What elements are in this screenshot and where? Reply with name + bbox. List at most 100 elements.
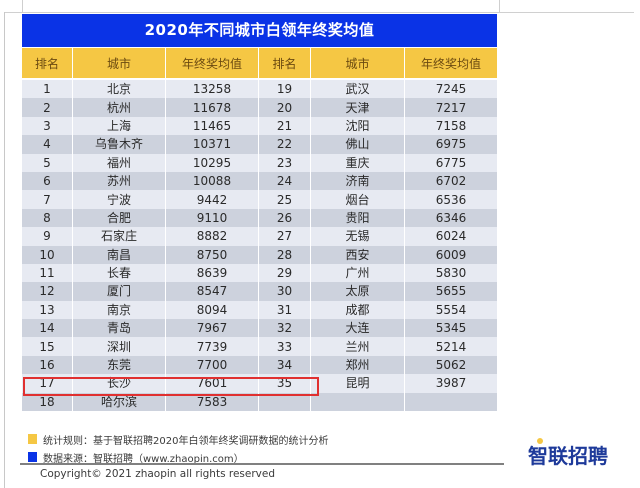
header-value: 年终奖均值 [166,48,258,80]
cell-rank-2: 19 [259,80,310,99]
header-city-2: 城市 [311,48,404,80]
cell-rank-2: 26 [259,208,310,228]
cell-value-2: 5655 [405,282,497,301]
cell-value-2 [405,392,497,412]
table-row: 9 石家庄 8882 27 无锡 6024 [22,227,497,246]
cell-value-2: 6775 [405,153,497,172]
cell-rank: 15 [22,337,72,356]
cell-rank: 8 [22,208,72,228]
cell-value: 8639 [166,263,258,283]
cell-value-2: 7217 [405,98,497,117]
cell-rank: 4 [22,135,72,154]
table-row: 16 东莞 7700 34 郑州 5062 [22,355,497,375]
footer-separator [20,463,504,465]
blue-square-icon [28,452,37,462]
cell-rank: 7 [22,190,72,209]
cell-rank: 12 [22,282,72,301]
cell-city-2: 郑州 [311,355,404,375]
rule-text: 统计规则：基于智联招聘2020年白领年终奖调研数据的统计分析 [43,435,329,447]
cell-city: 宁波 [73,190,165,209]
table-row: 14 青岛 7967 32 大连 5345 [22,319,497,338]
cell-value-2: 7158 [405,116,497,136]
cell-rank: 14 [22,319,72,338]
cell-rank: 3 [22,116,72,136]
cell-city-2: 太原 [311,282,404,301]
header-rank-2: 排名 [259,48,310,80]
cell-city: 福州 [73,153,165,172]
cell-rank: 16 [22,355,72,375]
cell-value: 10371 [166,135,258,154]
cell-rank: 1 [22,80,72,99]
cell-city: 长春 [73,263,165,283]
cell-value: 9442 [166,190,258,209]
cell-city: 上海 [73,116,165,136]
cell-value: 10088 [166,171,258,191]
cell-city: 南昌 [73,245,165,264]
header-value-2: 年终奖均值 [405,48,497,80]
cell-value-2: 5830 [405,263,497,283]
cell-city-2: 无锡 [311,227,404,246]
cell-value-2: 6536 [405,190,497,209]
table-row: 2 杭州 11678 20 天津 7217 [22,98,497,117]
cell-value: 13258 [166,80,258,99]
table-row: 12 厦门 8547 30 太原 5655 [22,282,497,301]
cell-value: 8882 [166,227,258,246]
cell-value: 8094 [166,300,258,320]
cell-city-2 [311,392,404,412]
cell-city-2: 贵阳 [311,208,404,228]
header-city: 城市 [73,48,165,80]
cell-rank-2: 31 [259,300,310,320]
cell-value: 7739 [166,337,258,356]
cell-city: 北京 [73,80,165,99]
cell-city-2: 重庆 [311,153,404,172]
legend-rule: 统计规则：基于智联招聘2020年白领年终奖调研数据的统计分析 [28,430,328,448]
table-title: 2020年不同城市白领年终奖均值 [22,14,497,47]
source-text: 数据来源：智联招聘（www.zhaopin.com） [43,453,244,465]
cell-city-2: 兰州 [311,337,404,356]
header-row: 排名 城市 年终奖均值 排名 城市 年终奖均值 [22,48,497,80]
frame-left-edge [4,12,5,488]
cell-city-2: 沈阳 [311,116,404,136]
cell-rank-2: 20 [259,98,310,117]
cell-rank: 9 [22,227,72,246]
logo-text: 智联招聘 [528,444,608,468]
cell-value-2: 6346 [405,208,497,228]
cell-city: 厦门 [73,282,165,301]
cell-value: 8547 [166,282,258,301]
cell-city-2: 大连 [311,319,404,338]
cell-city: 石家庄 [73,227,165,246]
yellow-square-icon [28,434,37,444]
cell-city: 哈尔滨 [73,392,165,412]
cell-rank-2: 23 [259,153,310,172]
cell-value: 11465 [166,116,258,136]
cell-rank: 5 [22,153,72,172]
cell-city-2: 昆明 [311,374,404,393]
table-row: 10 南昌 8750 28 西安 6009 [22,245,497,264]
cell-city: 南京 [73,300,165,320]
bonus-table: 排名 城市 年终奖均值 排名 城市 年终奖均值 1 北京 13258 19 武汉 7 24 5… [21,48,498,412]
cell-city-2: 烟台 [311,190,404,209]
header-rank: 排名 [22,48,72,80]
cell-value: 7700 [166,355,258,375]
cell-city-2: 武汉 [311,80,404,99]
cell-rank: 11 [22,263,72,283]
table-row: 1 北京 13258 19 武汉 7245 [22,80,497,99]
cell-value-2: 3987 [405,374,497,393]
cell-value-2: 6024 [405,227,497,246]
table-row: 3 上海 11465 21 沈阳 7158 [22,116,497,136]
cell-rank-2: 27 [259,227,310,246]
highlight-box-changsha [23,377,319,396]
cell-rank-2: 21 [259,116,310,136]
cell-city: 东莞 [73,355,165,375]
table-row: 8 合肥 9110 26 贵阳 6346 [22,208,497,228]
cell-city: 合肥 [73,208,165,228]
cell-city-2: 西安 [311,245,404,264]
cell-rank-2: 24 [259,171,310,191]
cell-value-2: 6975 [405,135,497,154]
cell-rank: 6 [22,171,72,191]
table-row: 6 苏州 10088 24 济南 6702 [22,171,497,191]
cell-rank-2: 28 [259,245,310,264]
cell-value-2: 5062 [405,355,497,375]
cell-city: 杭州 [73,98,165,117]
cell-rank-2: 25 [259,190,310,209]
